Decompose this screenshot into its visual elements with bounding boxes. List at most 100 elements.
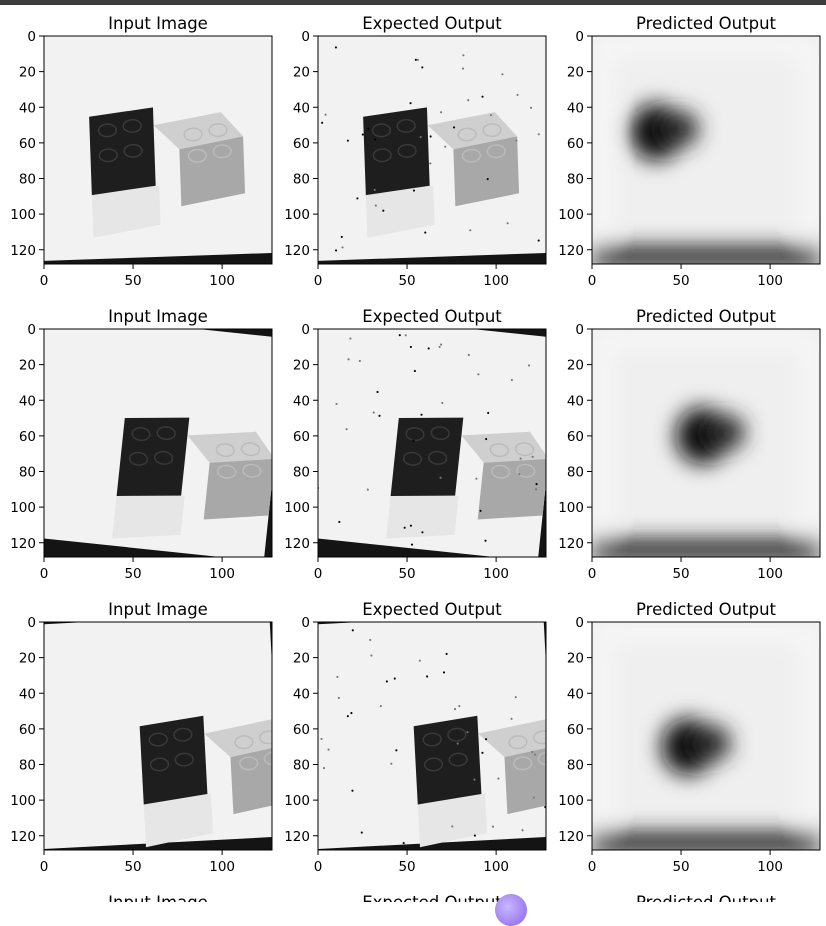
brick-grey-side	[230, 743, 272, 815]
image-panel	[318, 36, 546, 264]
y-tick-label: 80	[293, 758, 310, 774]
noise-dot	[351, 789, 354, 792]
y-tick-label: 120	[10, 829, 36, 845]
x-tick-label: 50	[398, 566, 415, 582]
y-tick-label: 60	[293, 722, 310, 738]
y-tick-label: 120	[10, 536, 36, 552]
noise-dot	[395, 749, 398, 752]
image-plate-group	[44, 329, 272, 557]
brick-stud	[482, 123, 502, 138]
x-tick-label: 100	[757, 859, 783, 875]
panel-title: Expected Output	[362, 893, 502, 902]
noise-dot	[378, 414, 381, 417]
panel-title: Expected Output	[362, 14, 502, 33]
y-tick-label: 0	[301, 29, 310, 45]
noise-dot	[467, 99, 470, 102]
brick-stud	[486, 144, 506, 159]
y-tick-label: 20	[293, 65, 310, 81]
noise-dot	[486, 177, 489, 181]
noise-dot	[370, 654, 373, 657]
image-panel	[44, 622, 272, 850]
image-panel	[318, 622, 546, 850]
noise-dot	[515, 139, 518, 142]
image-content	[592, 622, 820, 850]
axes-frame	[591, 328, 821, 558]
axes-frame	[317, 328, 547, 558]
y-tick-label: 40	[293, 393, 310, 409]
image-content	[592, 329, 820, 557]
brick-stud	[154, 450, 174, 465]
x-tick-label: 100	[483, 859, 509, 875]
x-tick-label: 100	[209, 859, 235, 875]
noise-dot	[412, 189, 416, 192]
brick-dark-front	[363, 107, 430, 196]
brick-stud	[447, 727, 467, 742]
noise-dot	[485, 437, 488, 441]
noise-dot	[444, 145, 447, 148]
y-tick-label: 0	[27, 322, 36, 338]
noise-dot	[356, 197, 359, 200]
brick-grey-side	[504, 743, 546, 815]
image-content	[318, 329, 546, 557]
y-tick-label: 40	[19, 100, 36, 116]
noise-dot	[529, 106, 533, 109]
y-tick-label: 40	[19, 393, 36, 409]
brick-stud	[448, 752, 468, 767]
x-tick-label: 0	[314, 566, 323, 582]
noise-dot	[419, 135, 422, 139]
noise-dot	[462, 54, 465, 57]
noise-dot	[516, 93, 519, 97]
image-plate-group	[44, 36, 272, 262]
blur-blob-side	[695, 725, 731, 761]
y-tick-label: 60	[567, 722, 584, 738]
noise-dot	[361, 133, 364, 136]
noise-dot	[341, 246, 344, 249]
assistant-avatar[interactable]	[495, 894, 527, 926]
brick-stud	[208, 123, 228, 138]
noise-dot	[374, 204, 377, 207]
noise-dot	[487, 411, 490, 414]
noise-dot	[336, 675, 339, 678]
x-tick-label: 50	[672, 273, 689, 289]
y-tick-label: 40	[19, 686, 36, 702]
x-tick-label: 100	[483, 273, 509, 289]
noise-dot	[321, 121, 324, 124]
axes-frame	[317, 35, 547, 265]
brick-stud	[489, 443, 509, 458]
noise-dot	[412, 439, 415, 442]
brick-dark-front	[139, 715, 208, 805]
image-content	[592, 36, 820, 264]
image-content	[318, 622, 546, 850]
noise-dot	[351, 629, 354, 632]
image-panel	[318, 329, 546, 557]
image-plate-group	[318, 36, 546, 262]
noise-dot	[519, 457, 522, 460]
y-tick-label: 100	[284, 207, 310, 223]
brick-stud	[173, 727, 193, 742]
noise-dot	[534, 488, 538, 491]
y-tick-label: 0	[301, 322, 310, 338]
noise-dot	[424, 231, 427, 234]
noise-dot	[445, 652, 448, 655]
image-content	[44, 622, 272, 850]
y-tick-label: 20	[19, 65, 36, 81]
y-tick-label: 40	[567, 100, 584, 116]
noise-dot	[429, 162, 432, 165]
x-tick-label: 0	[40, 859, 49, 875]
noise-dot	[518, 473, 521, 476]
noise-dot	[484, 738, 488, 741]
blur-blob-side	[663, 110, 699, 147]
panel-title: Input Image	[108, 600, 208, 619]
noise-dot	[404, 334, 407, 337]
y-tick-label: 40	[567, 393, 584, 409]
brick-stud	[217, 464, 237, 479]
brick-base-front	[143, 793, 214, 848]
y-tick-label: 0	[575, 322, 584, 338]
y-tick-label: 20	[567, 65, 584, 81]
brick-stud	[234, 735, 254, 750]
y-tick-label: 100	[284, 793, 310, 809]
axes-frame	[317, 621, 547, 851]
x-tick-label: 0	[40, 273, 49, 289]
noise-dot	[497, 777, 500, 780]
y-tick-label: 120	[284, 536, 310, 552]
